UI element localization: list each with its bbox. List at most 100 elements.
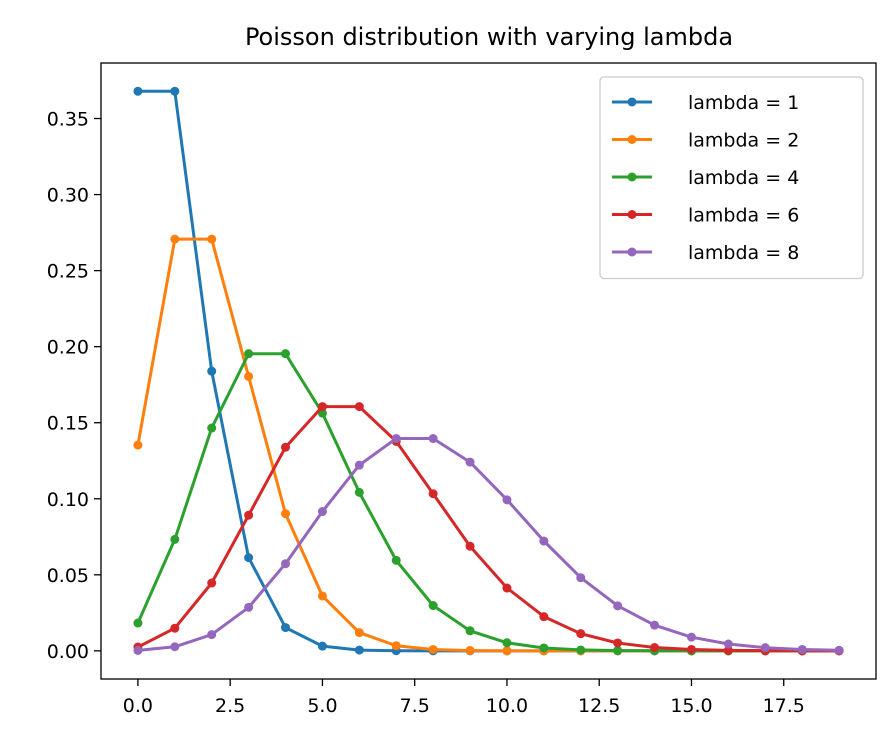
data-point: [133, 86, 143, 96]
legend-marker: [627, 210, 637, 219]
data-point: [686, 644, 696, 654]
legend: lambda = 1 lambda = 2 lambda = 4 lambda = 6…: [599, 76, 864, 280]
x-tick-label: 12.5: [578, 695, 620, 717]
data-point: [317, 507, 327, 517]
data-point: [317, 641, 327, 651]
series-3: [133, 349, 844, 656]
data-point: [207, 234, 217, 244]
data-point: [317, 402, 327, 412]
data-point: [465, 457, 475, 467]
data-point: [244, 349, 254, 359]
data-point: [391, 641, 401, 651]
data-point: [465, 646, 475, 656]
series-line: [137, 405, 840, 653]
data-point: [281, 559, 291, 569]
data-point: [576, 573, 586, 583]
legend-label: lambda = 8: [688, 242, 799, 264]
data-point: [723, 645, 733, 655]
axes-frame: [100, 62, 877, 680]
chart-title: Poisson distribution with varying lambda: [245, 23, 733, 51]
data-point: [576, 645, 586, 655]
data-point: [170, 534, 180, 544]
data-point: [281, 349, 291, 359]
series-line: [136, 237, 840, 653]
data-point: [576, 629, 586, 639]
legend-item: lambda = 1: [612, 92, 799, 114]
data-point: [133, 618, 143, 628]
legend-marker: [627, 247, 637, 257]
data-point: [281, 623, 291, 633]
data-point: [502, 646, 512, 656]
data-point: [834, 645, 844, 655]
series-line: [136, 352, 840, 653]
legend-box: [599, 76, 864, 280]
data-point: [502, 638, 512, 648]
legend-marker: [627, 97, 637, 107]
x-tick-label: 17.5: [763, 695, 805, 717]
data-point: [244, 510, 254, 520]
data-point: [613, 638, 623, 648]
plot-area: 0.0 2.5 5.0 7.5 10.0 12.5 15.0 17.5 0.00 0.05 0.10…: [47, 86, 844, 717]
data-point: [650, 643, 660, 653]
series-4: [133, 402, 844, 656]
series-line: [137, 437, 840, 652]
data-point: [207, 578, 217, 588]
data-point: [281, 509, 291, 519]
legend-item: lambda = 4: [612, 167, 799, 189]
data-point: [354, 460, 364, 470]
x-tick-label: 7.5: [400, 695, 430, 717]
data-point: [502, 495, 512, 505]
data-point: [428, 489, 438, 499]
y-tick-label: 0.35: [47, 109, 89, 131]
data-point: [354, 628, 364, 638]
data-point: [354, 402, 364, 412]
legend-item: lambda = 2: [612, 130, 799, 152]
y-tick-label: 0.20: [47, 337, 89, 359]
data-point: [797, 644, 807, 654]
legend-label: lambda = 2: [688, 130, 799, 152]
data-point: [133, 645, 143, 655]
data-point: [391, 555, 401, 565]
data-point: [650, 620, 660, 630]
legend-marker: [627, 135, 637, 144]
legend-label: lambda = 4: [688, 167, 799, 189]
data-point: [465, 626, 475, 636]
legend-marker: [627, 172, 637, 182]
data-point: [207, 630, 217, 640]
data-point: [723, 639, 733, 649]
data-point: [428, 434, 438, 444]
data-point: [244, 371, 254, 381]
data-point: [133, 440, 143, 450]
data-point: [317, 591, 327, 601]
data-point: [539, 612, 549, 622]
data-point: [760, 643, 770, 653]
data-point: [613, 601, 623, 611]
data-point: [244, 602, 254, 612]
data-point: [244, 553, 254, 563]
data-point: [207, 366, 217, 376]
data-point: [539, 536, 549, 546]
data-point: [613, 646, 623, 656]
legend-item: lambda = 6: [612, 205, 799, 227]
x-tick-label: 15.0: [670, 695, 712, 717]
data-point: [428, 601, 438, 611]
y-tick-label: 0.00: [47, 641, 89, 663]
legend-label: lambda = 6: [688, 205, 799, 227]
data-point: [465, 541, 475, 551]
y-tick-label: 0.15: [47, 413, 89, 435]
data-point: [502, 583, 512, 593]
data-point: [170, 234, 180, 244]
data-point: [428, 644, 438, 654]
data-point: [170, 623, 180, 633]
y-tick-label: 0.25: [47, 261, 89, 283]
series-5: [133, 434, 844, 655]
x-tick-label: 0.0: [123, 695, 153, 717]
series-2: [133, 234, 844, 656]
data-point: [170, 642, 180, 652]
legend-label: lambda = 1: [688, 92, 799, 114]
x-tick-label: 2.5: [215, 695, 245, 717]
y-tick-label: 0.05: [47, 565, 89, 587]
data-point: [354, 645, 364, 655]
data-point: [539, 643, 549, 653]
